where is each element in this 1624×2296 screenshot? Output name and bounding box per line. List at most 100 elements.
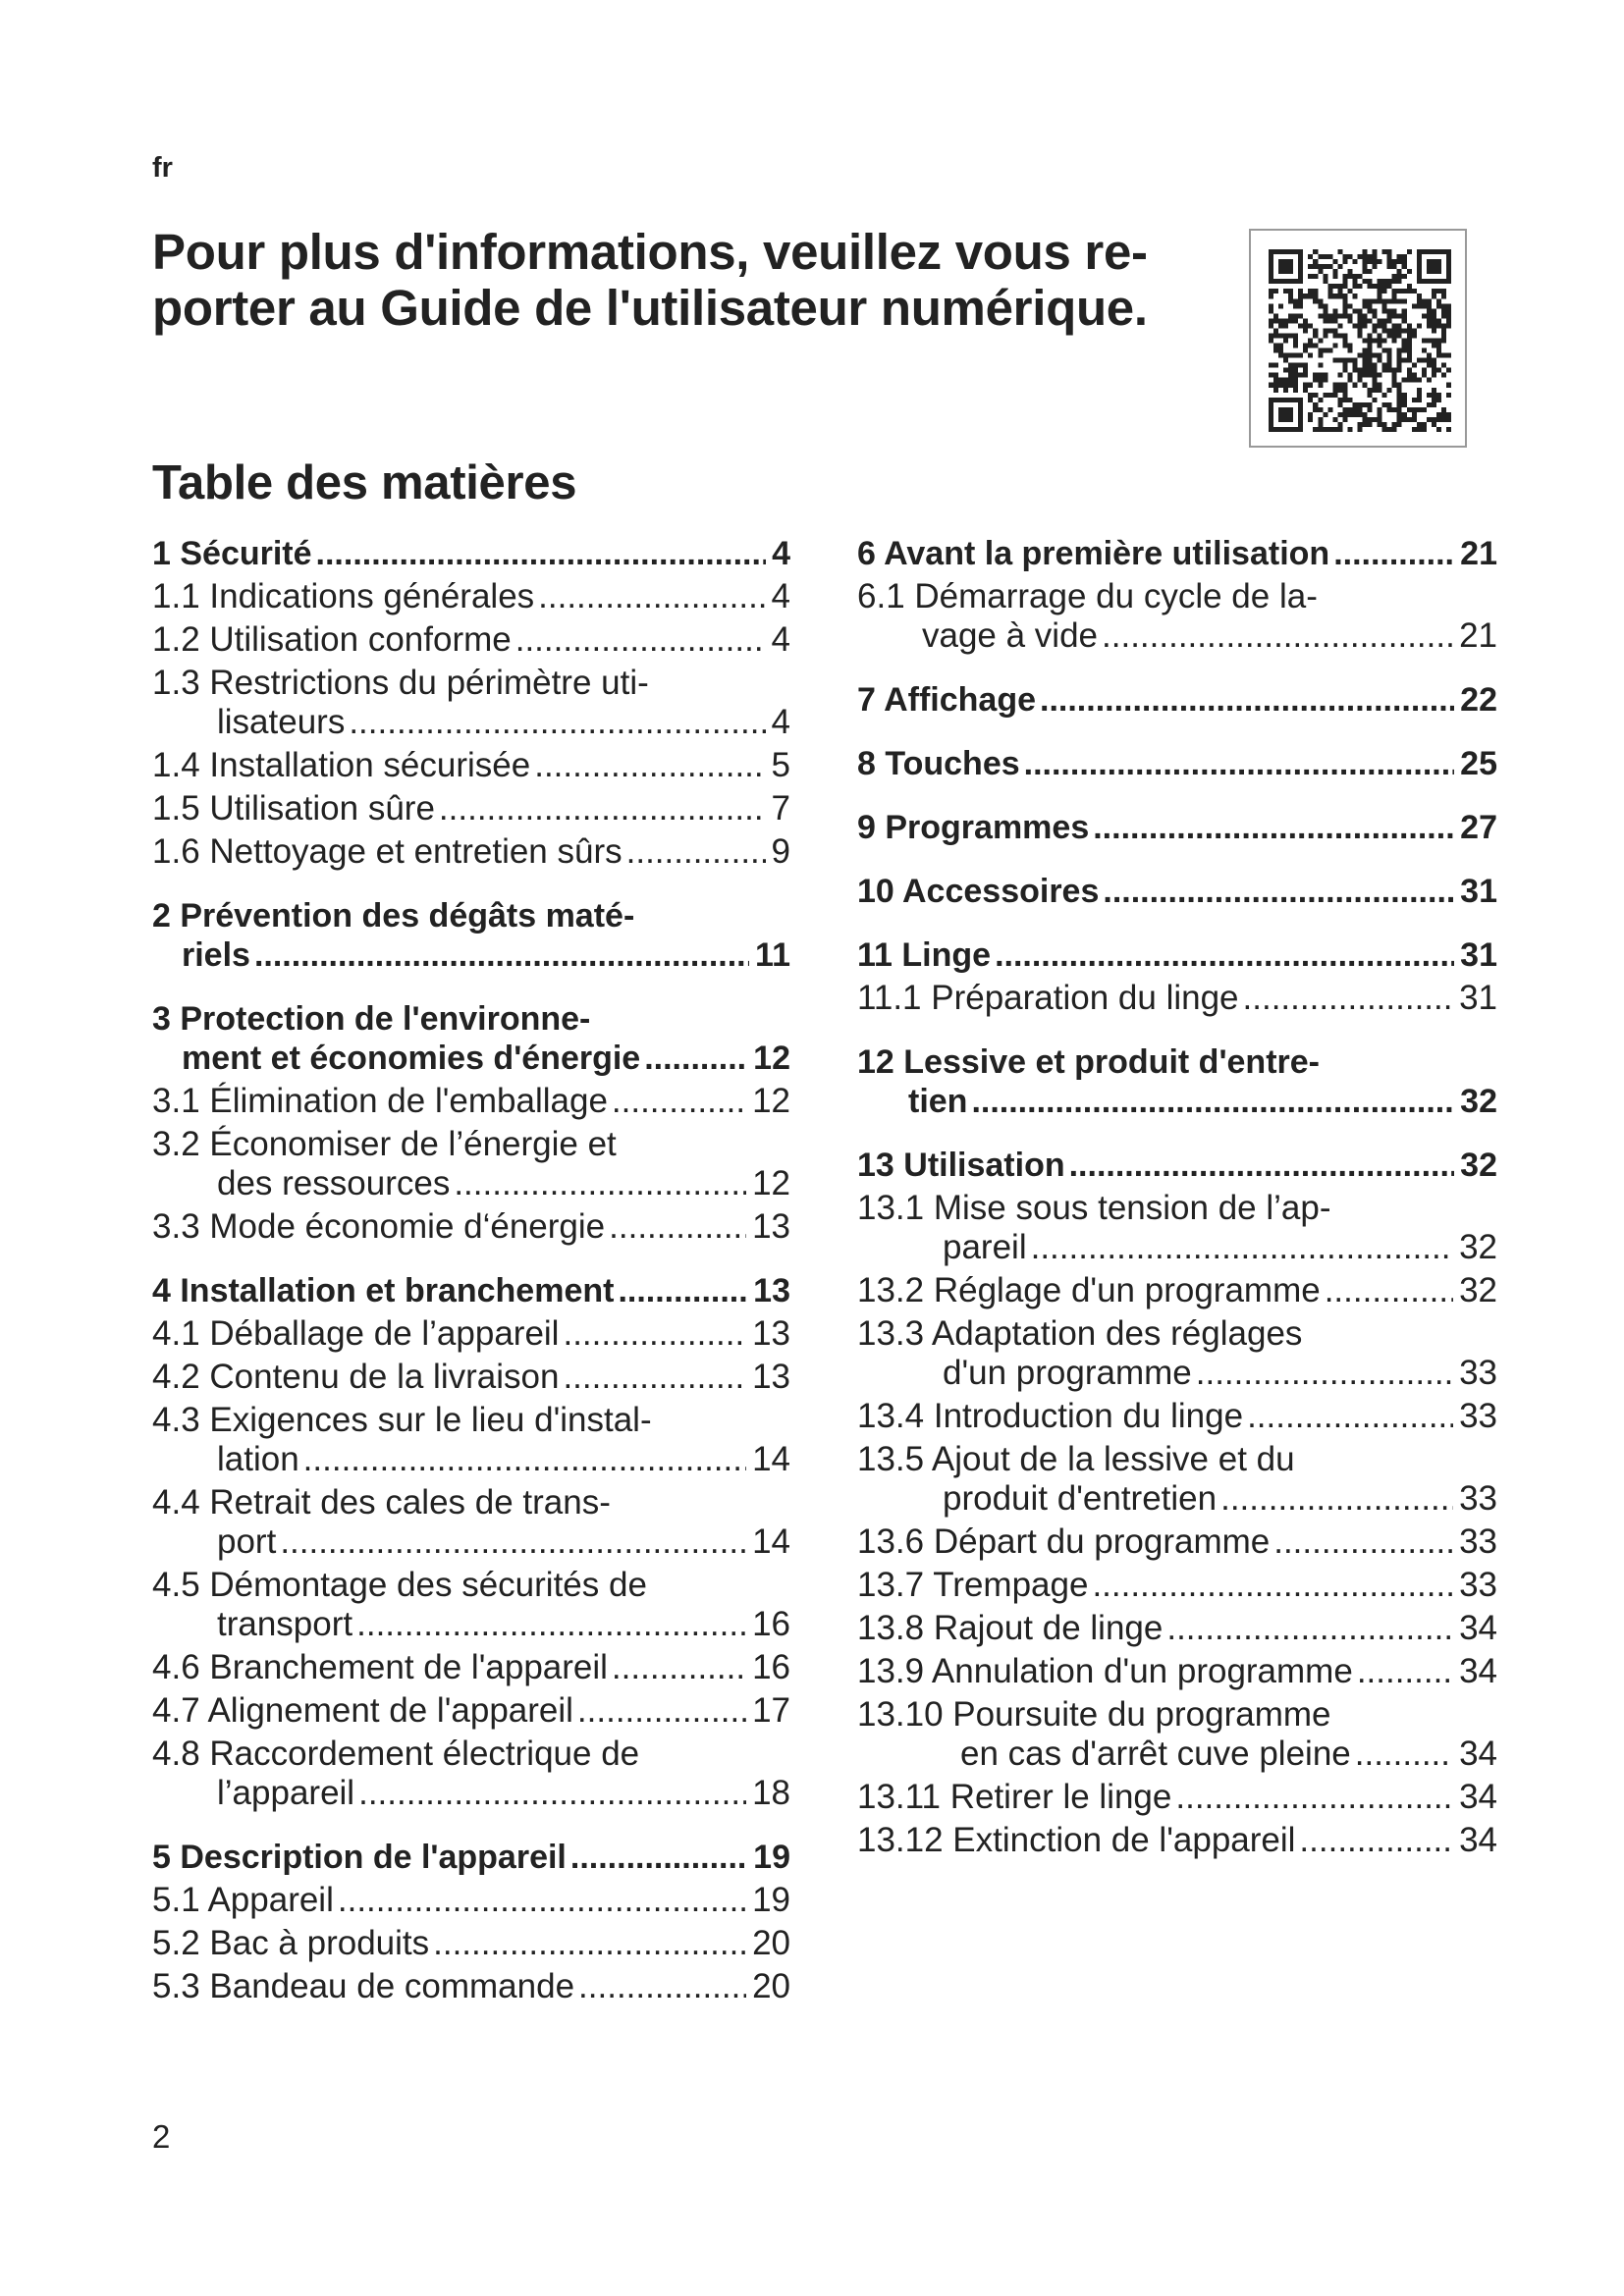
toc-entry-title: 5.1 Appareil xyxy=(152,1881,334,1919)
toc-subsection[interactable]: 13.10 Poursuite du programme en cas d'arr… xyxy=(857,1695,1497,1774)
toc-section[interactable]: 4 Installation et branchement 13 xyxy=(152,1271,790,1310)
toc-leader-dots xyxy=(644,1039,747,1078)
toc-line: 3.3 Mode économie d‘énergie 13 xyxy=(152,1207,790,1247)
toc-line: 4.8 Raccordement électrique de xyxy=(152,1735,790,1774)
toc-leader-dots xyxy=(1196,1354,1453,1393)
toc-subsection[interactable]: 6.1 Démarrage du cycle de la-vage à vide… xyxy=(857,577,1497,656)
toc-section[interactable]: 3 Protection de l'environne-ment et écon… xyxy=(152,999,790,1078)
toc-leader-dots xyxy=(280,1522,746,1562)
toc-subsection[interactable]: 1.3 Restrictions du périmètre uti-lisate… xyxy=(152,664,790,742)
toc-section[interactable]: 5 Description de l'appareil 19 xyxy=(152,1838,790,1877)
toc-leader-dots xyxy=(1040,680,1454,720)
toc-subsection[interactable]: 1.6 Nettoyage et entretien sûrs 9 xyxy=(152,832,790,872)
toc-section[interactable]: 6 Avant la première utilisation 21 xyxy=(857,534,1497,573)
toc-entry-title: 1.1 Indications générales xyxy=(152,577,535,615)
toc-subsection[interactable]: 5.2 Bac à produits 20 xyxy=(152,1924,790,1963)
toc-leader-dots xyxy=(1243,979,1454,1018)
toc-entry-title: 7 Affichage xyxy=(857,681,1037,719)
toc-page-number: 33 xyxy=(1459,1479,1497,1518)
toc-entry-title: 1.3 Restrictions du périmètre uti- xyxy=(152,664,649,702)
toc-line: 1 Sécurité 4 xyxy=(152,534,790,573)
toc-leader-dots xyxy=(612,1648,746,1687)
toc-page-number: 25 xyxy=(1460,745,1497,782)
toc-section[interactable]: 7 Affichage 22 xyxy=(857,680,1497,720)
toc-page-number: 27 xyxy=(1460,809,1497,846)
toc-subsection[interactable]: 1.2 Utilisation conforme 4 xyxy=(152,620,790,660)
toc-page-number: 20 xyxy=(752,1967,790,2005)
toc-entry-title: transport xyxy=(217,1605,353,1643)
toc-entry-title: 13.9 Annulation d'un programme xyxy=(857,1652,1353,1690)
qr-code-icon[interactable] xyxy=(1249,229,1467,448)
toc-leader-dots xyxy=(358,1774,746,1813)
toc-entry-title: 11.1 Préparation du linge xyxy=(857,979,1239,1017)
toc-subsection[interactable]: 13.4 Introduction du linge 33 xyxy=(857,1397,1497,1436)
toc-subsection[interactable]: 4.2 Contenu de la livraison 13 xyxy=(152,1358,790,1397)
toc-line: pareil 32 xyxy=(857,1228,1497,1267)
toc-section[interactable]: 2 Prévention des dégâts maté-riels 11 xyxy=(152,896,790,975)
toc-line: en cas d'arrêt cuve pleine 34 xyxy=(857,1735,1497,1774)
toc-section[interactable]: 8 Touches 25 xyxy=(857,744,1497,783)
toc-page-number: 31 xyxy=(1459,979,1497,1017)
toc-subsection[interactable]: 13.5 Ajout de la lessive et du produit d'… xyxy=(857,1440,1497,1519)
toc-page-number: 9 xyxy=(771,832,790,871)
toc-subsection[interactable]: 13.12 Extinction de l'appareil 34 xyxy=(857,1821,1497,1860)
toc-entry-title: 13 Utilisation xyxy=(857,1147,1065,1184)
toc-section[interactable]: 9 Programmes 27 xyxy=(857,808,1497,847)
toc-subsection[interactable]: 4.7 Alignement de l'appareil 17 xyxy=(152,1691,790,1731)
toc-line: 3.2 Économiser de l’énergie et xyxy=(152,1125,790,1164)
toc-line: 7 Affichage 22 xyxy=(857,680,1497,720)
toc-entry-title: des ressources xyxy=(217,1164,451,1202)
toc-entry-title: 13.7 Trempage xyxy=(857,1566,1089,1604)
toc-section[interactable]: 11 Linge 31 xyxy=(857,935,1497,975)
toc-entry-title: 5 Description de l'appareil xyxy=(152,1839,567,1876)
toc-subsection[interactable]: 1.5 Utilisation sûre 7 xyxy=(152,789,790,828)
toc-subsection[interactable]: 3.1 Élimination de l'emballage 12 xyxy=(152,1082,790,1121)
toc-subsection[interactable]: 3.2 Économiser de l’énergie et des ressou… xyxy=(152,1125,790,1203)
toc-subsection[interactable]: 11.1 Préparation du linge 31 xyxy=(857,979,1497,1018)
toc-subsection[interactable]: 1.4 Installation sécurisée 5 xyxy=(152,746,790,785)
toc-section[interactable]: 10 Accessoires 31 xyxy=(857,872,1497,911)
toc-subsection[interactable]: 3.3 Mode économie d‘énergie 13 xyxy=(152,1207,790,1247)
toc-subsection[interactable]: 4.4 Retrait des cales de trans-port 14 xyxy=(152,1483,790,1562)
toc-page-number: 32 xyxy=(1460,1147,1497,1184)
toc-line: 13.10 Poursuite du programme xyxy=(857,1695,1497,1735)
toc-subsection[interactable]: 4.6 Branchement de l'appareil 16 xyxy=(152,1648,790,1687)
toc-leader-dots xyxy=(338,1881,746,1920)
page-number: 2 xyxy=(152,2118,171,2155)
toc-leader-dots xyxy=(349,703,765,742)
toc-subsection[interactable]: 13.11 Retirer le linge 34 xyxy=(857,1778,1497,1817)
toc-section[interactable]: 13 Utilisation 32 xyxy=(857,1146,1497,1185)
toc-line: 13 Utilisation 32 xyxy=(857,1146,1497,1185)
toc-line: 1.2 Utilisation conforme 4 xyxy=(152,620,790,660)
toc-line: 13.5 Ajout de la lessive et du xyxy=(857,1440,1497,1479)
toc-leader-dots xyxy=(612,1082,746,1121)
toc-page-number: 32 xyxy=(1459,1271,1497,1309)
toc-subsection[interactable]: 4.8 Raccordement électrique de l’appareil… xyxy=(152,1735,790,1813)
toc-subsection[interactable]: 5.1 Appareil 19 xyxy=(152,1881,790,1920)
toc-page-number: 34 xyxy=(1459,1609,1497,1647)
toc-subsection[interactable]: 1.1 Indications générales 4 xyxy=(152,577,790,616)
toc-subsection[interactable]: 5.3 Bandeau de commande 20 xyxy=(152,1967,790,2006)
toc-leader-dots xyxy=(1102,616,1453,656)
toc-page-number: 34 xyxy=(1459,1821,1497,1859)
toc-subsection[interactable]: 13.1 Mise sous tension de l’ap-pareil 32 xyxy=(857,1189,1497,1267)
toc-entry-title: 8 Touches xyxy=(857,745,1020,782)
toc-subsection[interactable]: 4.1 Déballage de l’appareil 13 xyxy=(152,1314,790,1354)
toc-subsection[interactable]: 13.8 Rajout de linge 34 xyxy=(857,1609,1497,1648)
toc-subsection[interactable]: 4.3 Exigences sur le lieu d'instal-latio… xyxy=(152,1401,790,1479)
toc-section[interactable]: 1 Sécurité 4 xyxy=(152,534,790,573)
toc-line: 3 Protection de l'environne- xyxy=(152,999,790,1039)
toc-leader-dots xyxy=(433,1924,746,1963)
toc-line: lation 14 xyxy=(152,1440,790,1479)
toc-section[interactable]: 12 Lessive et produit d'entre-tien 32 xyxy=(857,1042,1497,1121)
toc-subsection[interactable]: 13.9 Annulation d'un programme 34 xyxy=(857,1652,1497,1691)
toc-entry-title: 1.5 Utilisation sûre xyxy=(152,789,435,828)
toc-subsection[interactable]: 13.3 Adaptation des réglages d'un program… xyxy=(857,1314,1497,1393)
toc-subsection[interactable]: 13.6 Départ du programme 33 xyxy=(857,1522,1497,1562)
toc-page-number: 4 xyxy=(771,620,790,659)
toc-subsection[interactable]: 13.2 Réglage d'un programme 32 xyxy=(857,1271,1497,1310)
toc-entry-title: 13.11 Retirer le linge xyxy=(857,1778,1172,1816)
toc-entry-title: 13.5 Ajout de la lessive et du xyxy=(857,1440,1295,1478)
toc-subsection[interactable]: 13.7 Trempage 33 xyxy=(857,1566,1497,1605)
